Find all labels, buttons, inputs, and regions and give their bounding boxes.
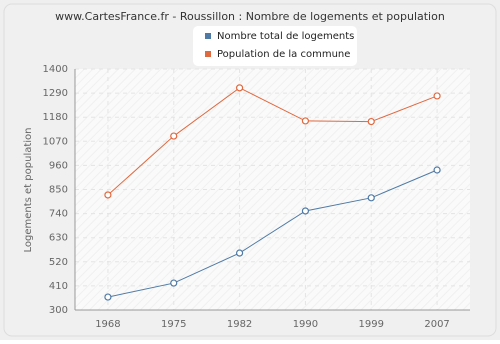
legend-swatch <box>205 33 211 39</box>
data-point <box>235 249 244 257</box>
data-point <box>433 92 441 100</box>
y-tick-label: 630 <box>49 233 68 244</box>
data-point <box>170 279 178 287</box>
y-tick-label: 740 <box>49 209 68 220</box>
y-tick-label: 1400 <box>43 64 68 75</box>
data-point <box>170 132 178 140</box>
legend-label: Nombre total de logements <box>217 31 354 42</box>
data-point <box>235 84 244 92</box>
x-tick-label: 2007 <box>424 319 449 330</box>
x-tick-label: 1999 <box>359 319 384 330</box>
chart-title: www.CartesFrance.fr - Roussillon : Nombr… <box>55 10 445 23</box>
x-tick-label: 1990 <box>293 319 318 330</box>
y-tick-label: 1070 <box>43 136 68 147</box>
y-tick-label: 850 <box>49 185 68 196</box>
y-axis-label: Logements et population <box>23 127 34 252</box>
y-tick-label: 410 <box>49 281 68 292</box>
data-point <box>104 191 112 199</box>
x-tick-label: 1975 <box>161 319 186 330</box>
data-point <box>301 117 310 125</box>
series-line <box>107 169 438 298</box>
legend <box>193 26 357 66</box>
y-tick-label: 1290 <box>43 88 68 99</box>
y-tick-label: 300 <box>49 305 68 316</box>
data-point <box>367 194 375 202</box>
x-tick-label: 1968 <box>95 319 120 330</box>
series-line <box>107 87 438 196</box>
legend-swatch <box>205 51 211 57</box>
y-tick-label: 960 <box>49 160 68 171</box>
y-tick-label: 520 <box>49 257 68 268</box>
data-point <box>433 166 441 174</box>
data-point <box>367 117 375 126</box>
y-tick-label: 1180 <box>43 112 68 123</box>
data-point <box>104 293 112 301</box>
data-point <box>301 207 310 215</box>
legend-label: Population de la commune <box>217 49 350 60</box>
x-tick-label: 1982 <box>227 319 252 330</box>
